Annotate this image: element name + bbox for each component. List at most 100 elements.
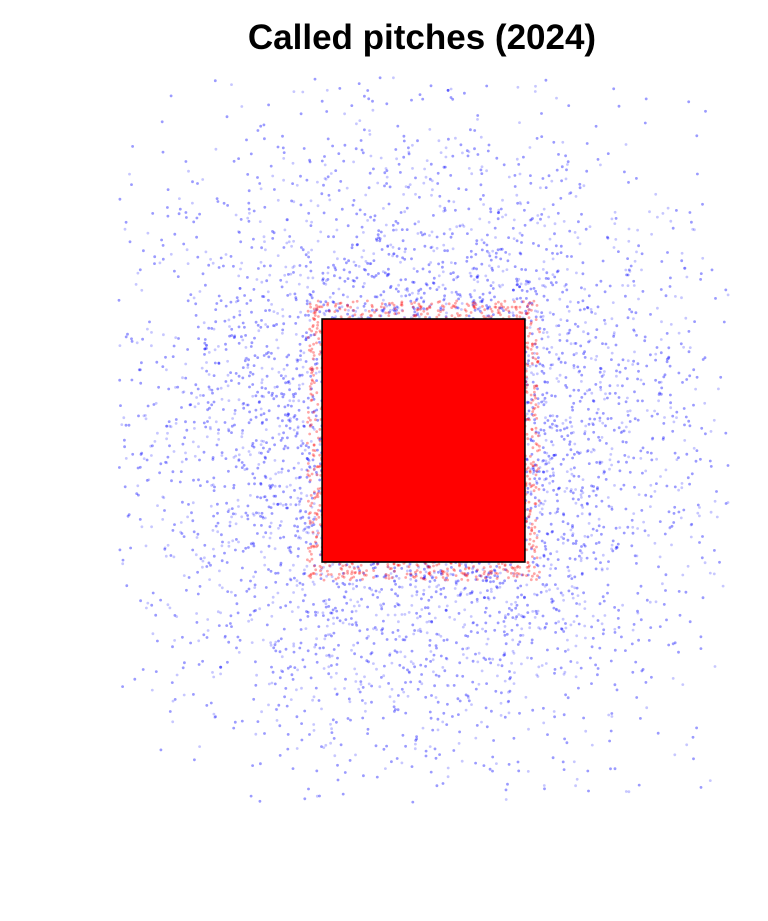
ball-point — [265, 498, 269, 502]
ball-point — [559, 591, 563, 595]
ball-point — [287, 469, 290, 473]
ball-point — [323, 155, 326, 158]
ball-point — [343, 279, 347, 283]
ball-point — [508, 252, 511, 256]
ball-point — [621, 384, 624, 388]
ball-point — [542, 721, 546, 725]
ball-point — [190, 511, 193, 515]
ball-point — [580, 512, 584, 516]
ball-point — [171, 720, 175, 724]
ball-point — [532, 468, 535, 471]
ball-point — [602, 628, 606, 632]
ball-point — [635, 333, 638, 337]
ball-point — [229, 300, 233, 304]
ball-point — [541, 614, 545, 618]
ball-point — [343, 771, 347, 774]
ball-point — [497, 265, 500, 268]
ball-point — [367, 682, 371, 686]
ball-point — [529, 287, 533, 291]
ball-point — [541, 177, 545, 180]
ball-point — [416, 139, 419, 143]
ball-point — [624, 294, 627, 298]
ball-point — [183, 436, 187, 439]
ball-point — [608, 384, 612, 388]
ball-point — [439, 587, 443, 591]
ball-point — [585, 169, 589, 173]
ball-point — [688, 211, 692, 214]
ball-point — [342, 595, 346, 599]
ball-point — [447, 199, 451, 203]
ball-point — [413, 248, 416, 251]
ball-point — [617, 626, 621, 629]
ball-point — [271, 595, 275, 599]
ball-point — [496, 621, 500, 625]
ball-point — [562, 672, 566, 676]
ball-point — [648, 600, 652, 604]
ball-point — [382, 747, 386, 751]
ball-point — [207, 561, 211, 565]
ball-point — [337, 287, 341, 291]
ball-point — [649, 495, 653, 498]
ball-point — [572, 353, 576, 357]
ball-point — [329, 611, 333, 615]
ball-point — [475, 623, 479, 627]
ball-point — [583, 392, 587, 396]
ball-point — [441, 270, 445, 274]
ball-point — [558, 297, 562, 301]
ball-point — [204, 250, 208, 254]
ball-point — [194, 383, 198, 387]
ball-point — [402, 155, 406, 159]
ball-point — [503, 715, 507, 719]
ball-point — [181, 442, 185, 446]
ball-point — [372, 218, 376, 222]
ball-point — [347, 697, 351, 701]
ball-point — [528, 626, 532, 630]
ball-point — [309, 269, 313, 273]
ball-point — [297, 408, 301, 412]
ball-point — [565, 486, 569, 490]
ball-point — [315, 660, 319, 664]
ball-point — [604, 424, 607, 428]
ball-point — [277, 404, 280, 408]
ball-point — [412, 313, 416, 317]
ball-point — [488, 291, 492, 295]
ball-point — [154, 670, 158, 673]
ball-point — [394, 148, 398, 151]
ball-point — [514, 606, 518, 610]
ball-point — [624, 366, 627, 370]
ball-point — [583, 287, 587, 291]
ball-point — [185, 428, 189, 432]
ball-point — [241, 366, 245, 369]
ball-point — [586, 535, 590, 539]
ball-point — [618, 526, 622, 529]
ball-point — [219, 672, 223, 676]
ball-point — [489, 587, 493, 591]
ball-point — [228, 325, 231, 328]
ball-point — [178, 480, 182, 484]
ball-point — [283, 444, 287, 448]
ball-point — [452, 749, 456, 752]
ball-point — [403, 638, 407, 642]
ball-point — [431, 188, 434, 192]
ball-point — [256, 323, 260, 327]
ball-point — [625, 460, 628, 464]
ball-point — [241, 446, 245, 450]
ball-point — [546, 733, 549, 736]
ball-point — [216, 200, 220, 203]
ball-point — [245, 589, 249, 593]
ball-point — [557, 357, 561, 361]
ball-point — [309, 374, 313, 378]
ball-point — [197, 337, 201, 340]
ball-point — [637, 297, 640, 301]
ball-point — [264, 586, 268, 589]
ball-point — [571, 408, 574, 412]
ball-point — [526, 362, 530, 365]
ball-point — [457, 612, 461, 615]
ball-point — [649, 495, 653, 498]
ball-point — [240, 719, 244, 723]
ball-point — [627, 268, 631, 272]
ball-point — [411, 291, 414, 295]
ball-point — [301, 420, 305, 424]
ball-point — [443, 206, 447, 210]
ball-point — [121, 558, 125, 562]
